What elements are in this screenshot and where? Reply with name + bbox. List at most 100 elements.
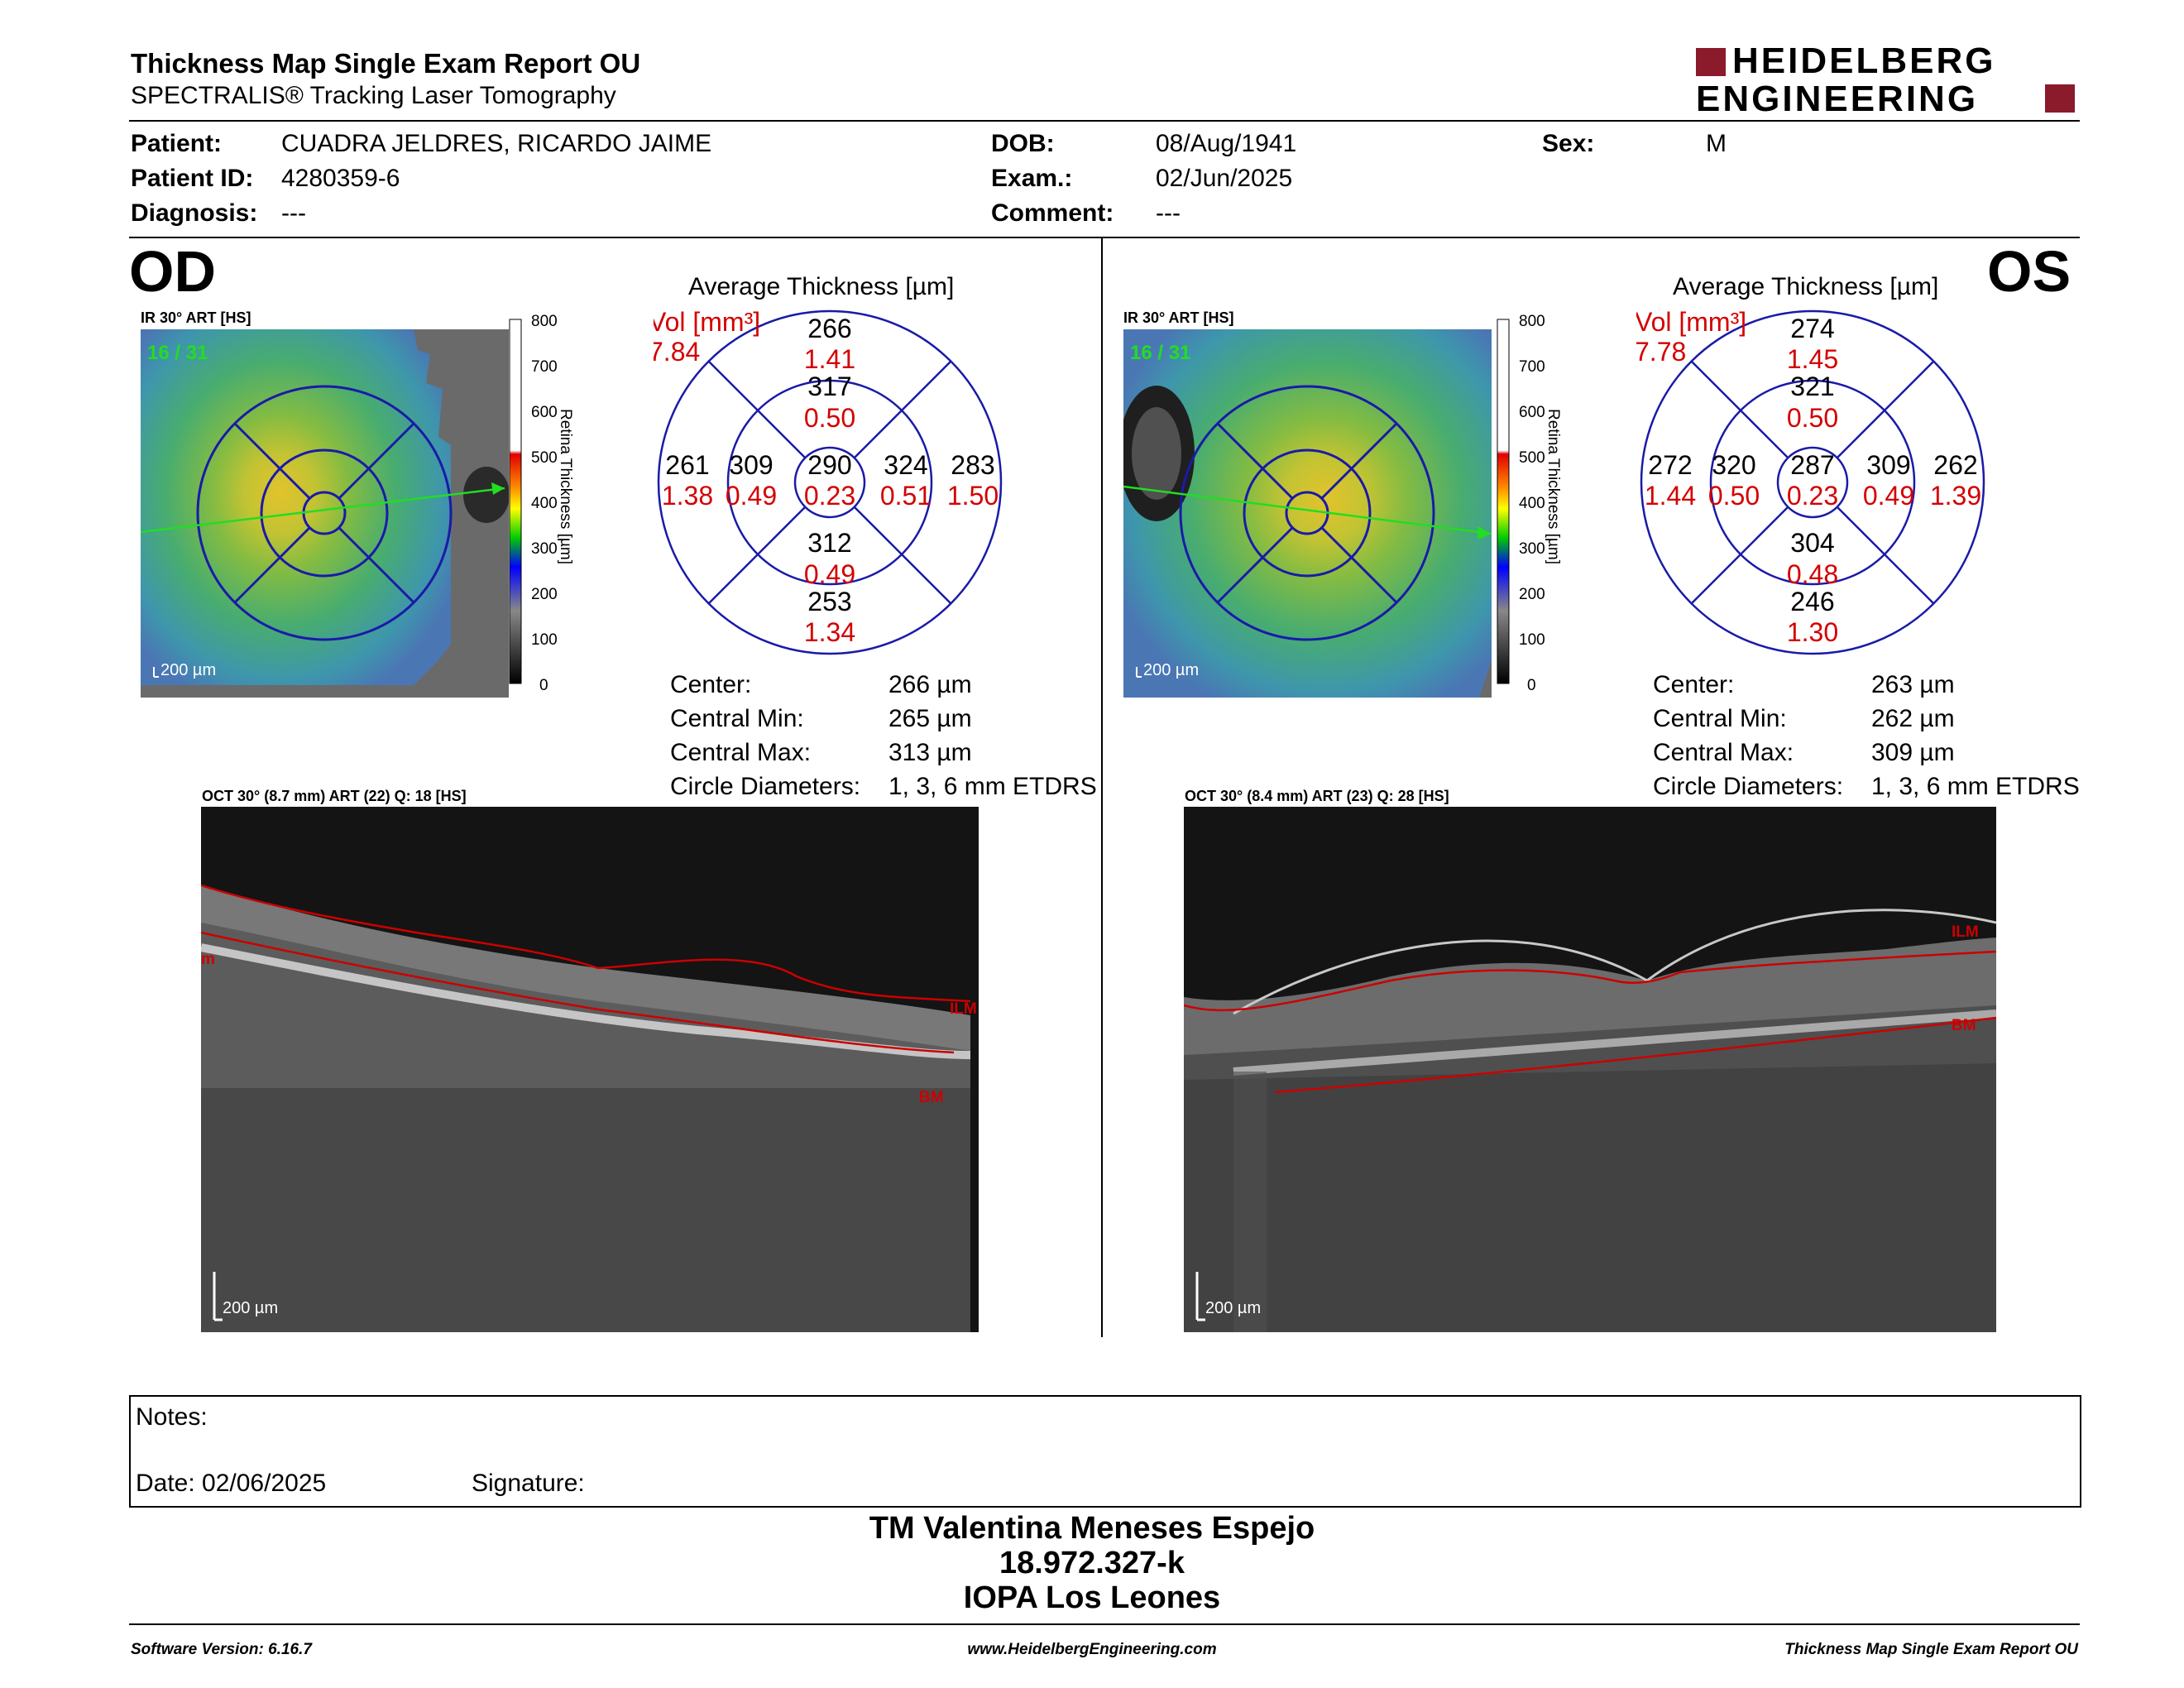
report-title: Thickness Map Single Exam Report OU xyxy=(131,48,641,79)
patient-id-value: 4280359-6 xyxy=(281,165,400,192)
od-inner-inf-thk: 312 xyxy=(807,528,851,558)
signer-name: TM Valentina Meneses Espejo xyxy=(869,1511,1315,1546)
od-fundus-map: 16 / 31 200 µm xyxy=(141,329,509,698)
od-outer-inf-thk: 253 xyxy=(807,587,851,616)
diagnosis-value: --- xyxy=(281,199,306,227)
signature-label: Signature: xyxy=(472,1470,585,1497)
od-vol-label: Vol [mm³] xyxy=(654,307,760,337)
os-outer-nasal-vol: 1.39 xyxy=(1930,481,1981,511)
os-oct-label: OCT 30° (8.4 mm) ART (23) Q: 28 [HS] xyxy=(1185,788,1449,804)
colorbar-tick: 700 xyxy=(531,358,558,376)
os-inner-sup-vol: 0.50 xyxy=(1787,403,1838,433)
od-ilm-label: ILM xyxy=(950,1000,977,1018)
os-center-vol: 0.23 xyxy=(1787,481,1838,511)
os-outer-nasal-thk: 262 xyxy=(1933,450,1977,480)
patient-label: Patient: xyxy=(131,130,223,157)
header-divider xyxy=(129,120,2080,122)
os-outer-temp-thk: 272 xyxy=(1648,450,1692,480)
colorbar-tick: 200 xyxy=(531,586,558,603)
od-vol-value: 7.84 xyxy=(654,337,700,367)
od-inner-temp-vol: 0.49 xyxy=(726,481,777,511)
od-circ-label: Circle Diameters: xyxy=(670,773,861,800)
signer-org: IOPA Los Leones xyxy=(963,1580,1221,1615)
colorbar-tick: 200 xyxy=(1519,586,1545,603)
os-colorbar: 800 700 600 500 400 300 200 100 0 Retina… xyxy=(1497,313,1560,694)
od-inner-inf-vol: 0.49 xyxy=(804,559,855,589)
notes-box: Notes: Date: 02/06/2025 Signature: xyxy=(129,1395,2081,1508)
od-inner-temp-thk: 309 xyxy=(729,450,773,480)
dob-value: 08/Aug/1941 xyxy=(1156,130,1297,157)
os-inner-nasal-vol: 0.49 xyxy=(1863,481,1914,511)
eye-label-od: OD xyxy=(129,239,216,304)
os-inner-sup-thk: 321 xyxy=(1790,372,1834,401)
os-outer-sup-thk: 274 xyxy=(1790,314,1834,343)
os-fundus-scale: 200 µm xyxy=(1143,661,1199,679)
os-inner-temp-thk: 320 xyxy=(1712,450,1755,480)
os-ir-label: IR 30° ART [HS] xyxy=(1123,309,1234,326)
od-oct-label: OCT 30° (8.7 mm) ART (22) Q: 18 [HS] xyxy=(202,788,467,804)
sex-label: Sex: xyxy=(1542,130,1595,157)
os-vol-value: 7.78 xyxy=(1636,337,1686,367)
logo-square-bottom xyxy=(2045,84,2075,113)
comment-value: --- xyxy=(1156,199,1181,227)
os-center-label: Center: xyxy=(1653,671,1735,698)
patient-divider xyxy=(129,237,2080,238)
os-outer-inf-vol: 1.30 xyxy=(1787,617,1838,647)
od-fundus-scale: 200 µm xyxy=(160,661,216,679)
dob-label: DOB: xyxy=(991,130,1055,157)
od-center-vol: 0.23 xyxy=(804,481,855,511)
software-version: Software Version: 6.16.7 xyxy=(131,1641,312,1658)
od-avg-title: Average Thickness [µm] xyxy=(688,273,955,300)
od-circ-value: 1, 3, 6 mm ETDRS xyxy=(888,773,1097,800)
os-ilm-label: ILM xyxy=(1952,923,1979,941)
od-etdrs-grid: Vol [mm³] 7.84 266 1.41 317 0.50 261 1.3… xyxy=(654,307,1003,655)
os-min-value: 262 µm xyxy=(1871,705,1955,732)
od-outer-temp-thk: 261 xyxy=(665,450,709,480)
os-inner-temp-vol: 0.50 xyxy=(1708,481,1760,511)
comment-label: Comment: xyxy=(991,199,1114,227)
os-avg-title: Average Thickness [µm] xyxy=(1673,273,1939,300)
os-outer-inf-thk: 246 xyxy=(1790,587,1834,616)
os-circ-value: 1, 3, 6 mm ETDRS xyxy=(1871,773,2080,800)
colorbar-tick: 500 xyxy=(1519,449,1545,467)
od-outer-sup-thk: 266 xyxy=(807,314,851,343)
od-outer-temp-vol: 1.38 xyxy=(662,481,713,511)
od-min-value: 265 µm xyxy=(888,705,972,732)
os-frames-label: 16 / 31 xyxy=(1130,342,1190,364)
colorbar-label: Retina Thickness [µm] xyxy=(1545,409,1560,564)
od-colorbar: 800 700 600 500 400 300 200 100 0 Retina… xyxy=(509,313,572,694)
od-max-label: Central Max: xyxy=(670,739,812,766)
os-inner-inf-vol: 0.48 xyxy=(1787,559,1838,589)
os-etdrs-grid: Vol [mm³] 7.78 274 1.45 321 0.50 272 1.4… xyxy=(1636,307,1985,655)
colorbar-tick: 400 xyxy=(531,495,558,512)
website-link[interactable]: www.HeidelbergEngineering.com xyxy=(967,1641,1217,1658)
od-edge-label: m xyxy=(201,951,215,968)
od-outer-nasal-vol: 1.50 xyxy=(947,481,999,511)
os-center-value: 263 µm xyxy=(1871,671,1955,698)
os-inner-inf-thk: 304 xyxy=(1790,528,1834,558)
od-inner-nasal-vol: 0.51 xyxy=(880,481,932,511)
colorbar-tick: 100 xyxy=(531,631,558,649)
exam-value: 02/Jun/2025 xyxy=(1156,165,1293,192)
os-min-label: Central Min: xyxy=(1653,705,1787,732)
od-outer-nasal-thk: 283 xyxy=(951,450,994,480)
colorbar-tick: 400 xyxy=(1519,495,1545,512)
patient-value: CUADRA JELDRES, RICARDO JAIME xyxy=(281,130,712,157)
colorbar-label: Retina Thickness [µm] xyxy=(557,409,572,564)
colorbar-tick: 300 xyxy=(531,540,558,558)
os-oct-scale: 200 µm xyxy=(1205,1299,1261,1317)
sex-value: M xyxy=(1706,130,1727,157)
colorbar-tick: 800 xyxy=(1519,313,1545,330)
os-vol-label: Vol [mm³] xyxy=(1636,307,1746,337)
colorbar-tick: 100 xyxy=(1519,631,1545,649)
od-oct-scale: 200 µm xyxy=(223,1299,278,1317)
patient-id-label: Patient ID: xyxy=(131,165,254,192)
os-max-value: 309 µm xyxy=(1871,739,1955,766)
os-outer-temp-vol: 1.44 xyxy=(1645,481,1696,511)
od-inner-nasal-thk: 324 xyxy=(884,450,927,480)
colorbar-tick: 800 xyxy=(531,313,558,330)
eye-divider xyxy=(1101,238,1103,1337)
os-circ-label: Circle Diameters: xyxy=(1653,773,1844,800)
colorbar-tick: 0 xyxy=(1527,677,1536,694)
report-subtitle: SPECTRALIS® Tracking Laser Tomography xyxy=(131,82,616,109)
